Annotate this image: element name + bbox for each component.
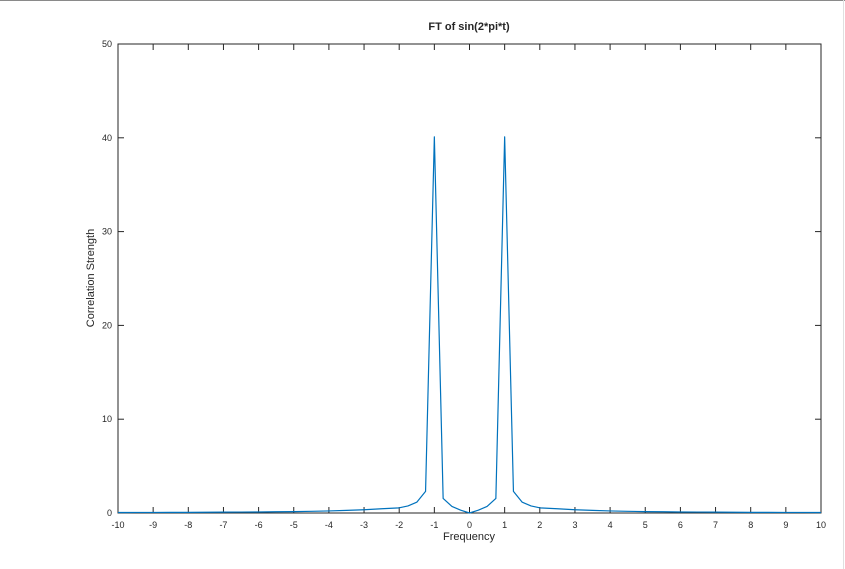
y-tick-label: 0 bbox=[107, 508, 112, 518]
x-tick-label: -7 bbox=[219, 520, 227, 530]
series-line bbox=[117, 136, 822, 514]
x-tick-label: -6 bbox=[255, 520, 263, 530]
x-tick-label: 4 bbox=[608, 520, 613, 530]
x-ticks: -10 -9 -8 -7 -6 -5 -4 -3 -2 -1 0 1 2 3 4 5 6 7 8 9 10 bbox=[111, 44, 826, 530]
x-tick-label: -9 bbox=[149, 520, 157, 530]
y-tick-label: 40 bbox=[102, 133, 112, 143]
x-tick-label: -4 bbox=[325, 520, 333, 530]
axes bbox=[117, 43, 822, 514]
x-tick-label: -5 bbox=[290, 520, 298, 530]
x-tick-label: -8 bbox=[184, 520, 192, 530]
axes-box bbox=[117, 43, 822, 514]
plot-area bbox=[117, 136, 822, 514]
x-tick-label: -10 bbox=[111, 520, 124, 530]
x-tick-label: 10 bbox=[816, 520, 826, 530]
y-ticks: 0 10 20 30 40 50 bbox=[102, 39, 821, 518]
x-tick-label: 5 bbox=[643, 520, 648, 530]
y-tick-label: 10 bbox=[102, 414, 112, 424]
x-tick-label: 6 bbox=[678, 520, 683, 530]
x-tick-label: 9 bbox=[783, 520, 788, 530]
x-tick-label: 2 bbox=[537, 520, 542, 530]
window-right-border bbox=[843, 0, 844, 569]
x-tick-label: 3 bbox=[572, 520, 577, 530]
y-tick-label: 30 bbox=[102, 227, 112, 237]
x-axis-label: Frequency bbox=[443, 531, 495, 543]
y-tick-label: 50 bbox=[102, 39, 112, 49]
y-axis-label: Correlation Strength bbox=[85, 229, 97, 327]
x-tick-label: 8 bbox=[748, 520, 753, 530]
x-tick-label: 0 bbox=[467, 520, 472, 530]
chart-title: FT of sin(2*pi*t) bbox=[428, 21, 510, 33]
x-tick-label: -1 bbox=[430, 520, 438, 530]
x-tick-label: 7 bbox=[713, 520, 718, 530]
x-tick-label: 1 bbox=[502, 520, 507, 530]
x-tick-label: -3 bbox=[360, 520, 368, 530]
x-tick-label: -2 bbox=[395, 520, 403, 530]
y-tick-label: 20 bbox=[102, 320, 112, 330]
window-top-border bbox=[0, 0, 845, 1]
